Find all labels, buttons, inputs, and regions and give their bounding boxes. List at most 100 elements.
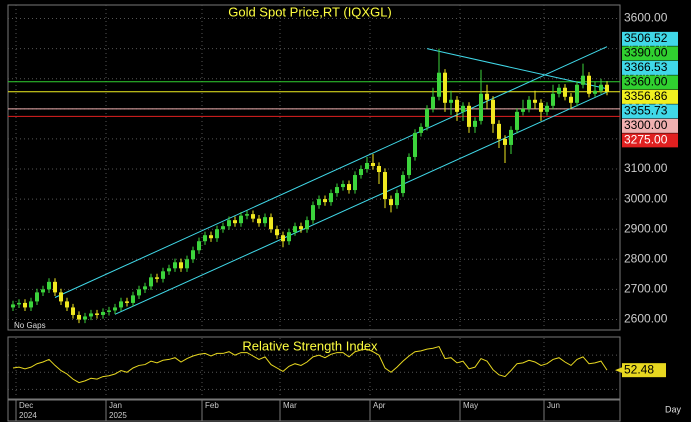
candle-body [83, 316, 87, 320]
y-tick-label: 3000.00 [624, 191, 668, 205]
trendline [114, 91, 608, 315]
level-label: 3366.53 [624, 60, 668, 74]
x-tick-label: Feb [205, 401, 219, 410]
x-tick-label: Jan [109, 401, 122, 410]
level-label-box [622, 104, 678, 119]
x-tick-label: May [463, 401, 478, 410]
y-tick-label: 3100.00 [624, 161, 668, 175]
candle-body [233, 220, 237, 224]
candle-body [323, 199, 327, 203]
candle-body [539, 102, 543, 112]
rsi-panel [7, 336, 621, 400]
candle-body [203, 235, 207, 242]
gap-note: No Gaps [14, 321, 46, 330]
level-label: 3356.86 [624, 89, 668, 103]
level-label-box [622, 75, 678, 90]
level-label-box [622, 133, 678, 148]
candle-body [407, 156, 411, 176]
candle-body [395, 193, 399, 206]
candle-body [71, 307, 75, 315]
rsi-title: Relative Strength Index [242, 338, 378, 353]
candle-body [389, 199, 393, 206]
candle-body [125, 301, 129, 303]
candle-body [437, 72, 441, 97]
candle-body [383, 172, 387, 200]
candle-body [137, 289, 141, 296]
candle-body [59, 292, 63, 302]
candle-body [29, 301, 33, 308]
candle-body [317, 199, 321, 206]
y-tick-label: 2700.00 [624, 282, 668, 296]
candle-body [269, 217, 273, 230]
trendline [54, 46, 608, 298]
candle-body [371, 162, 375, 166]
candle-body [353, 175, 357, 191]
level-label: 3390.00 [624, 46, 668, 60]
candle-body [347, 184, 351, 191]
candle-body [581, 75, 585, 85]
candle-body [221, 226, 225, 230]
candle-body [119, 301, 123, 308]
rsi-value-label: 52.48 [624, 362, 654, 376]
candle-body [239, 215, 243, 224]
candle-body [53, 281, 57, 293]
candle-body [41, 289, 45, 293]
candle-body [11, 304, 15, 308]
candle-body [401, 175, 405, 194]
candle-body [161, 271, 165, 279]
candle-body [521, 108, 525, 112]
candle-body [113, 307, 117, 311]
candle-body [533, 99, 537, 103]
candle-body [149, 277, 153, 287]
candle-body [281, 235, 285, 242]
candle-body [47, 281, 51, 290]
x-year-label: 2024 [19, 411, 37, 420]
level-label-box [622, 31, 678, 46]
candle-body [89, 313, 93, 317]
candle-body [455, 99, 459, 112]
candle-body [449, 99, 453, 103]
candle-body [527, 99, 531, 109]
rsi-value-box [622, 363, 666, 378]
candle-body [209, 235, 213, 239]
candle-body [101, 311, 105, 315]
candle-body [593, 90, 597, 94]
level-label-box [622, 89, 678, 104]
candle-body [443, 72, 447, 103]
candle-body [365, 162, 369, 170]
candle-body [461, 105, 465, 112]
level-label: 3360.00 [624, 75, 668, 89]
level-label: 3355.73 [624, 104, 668, 118]
x-tick-label: Jun [547, 401, 560, 410]
candle-body [287, 232, 291, 242]
level-label: 3506.52 [624, 31, 668, 45]
candle-body [245, 214, 249, 216]
candle-body [251, 214, 255, 219]
candle-body [311, 205, 315, 221]
x-tick-label: Apr [373, 401, 386, 410]
candle-body [107, 310, 111, 312]
candle-body [143, 286, 147, 290]
candle-body [167, 268, 171, 272]
candle-body [263, 217, 267, 224]
price-panel [7, 4, 621, 331]
candle-body [473, 120, 477, 127]
level-label-box [622, 46, 678, 61]
candle-body [341, 184, 345, 188]
level-label: 3300.00 [624, 118, 668, 132]
candle-body [509, 129, 513, 145]
candle-body [485, 93, 489, 100]
candle-body [185, 259, 189, 269]
candle-body [557, 87, 561, 94]
candle-body [155, 277, 159, 279]
y-tick-label: 2800.00 [624, 251, 668, 265]
y-tick-label: 2600.00 [624, 312, 668, 326]
candle-body [497, 123, 501, 139]
candle-body [293, 226, 297, 233]
candle-body [563, 87, 567, 97]
y-tick-label: 3600.00 [624, 11, 668, 25]
candle-body [179, 262, 183, 269]
x-year-label: 2025 [109, 411, 127, 420]
candle-body [377, 165, 381, 173]
